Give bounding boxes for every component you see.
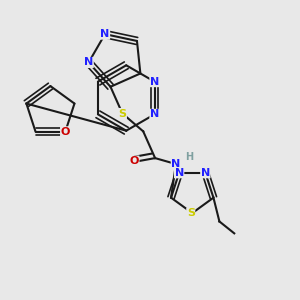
Text: O: O [130, 156, 139, 166]
Text: S: S [118, 109, 126, 118]
Text: H: H [185, 152, 193, 162]
Text: N: N [150, 76, 159, 87]
Text: N: N [201, 168, 210, 178]
Text: N: N [175, 168, 184, 178]
Text: S: S [187, 208, 195, 218]
Text: N: N [171, 159, 181, 169]
Text: N: N [150, 109, 159, 119]
Text: N: N [100, 29, 109, 39]
Text: O: O [61, 127, 70, 137]
Text: N: N [84, 58, 93, 68]
